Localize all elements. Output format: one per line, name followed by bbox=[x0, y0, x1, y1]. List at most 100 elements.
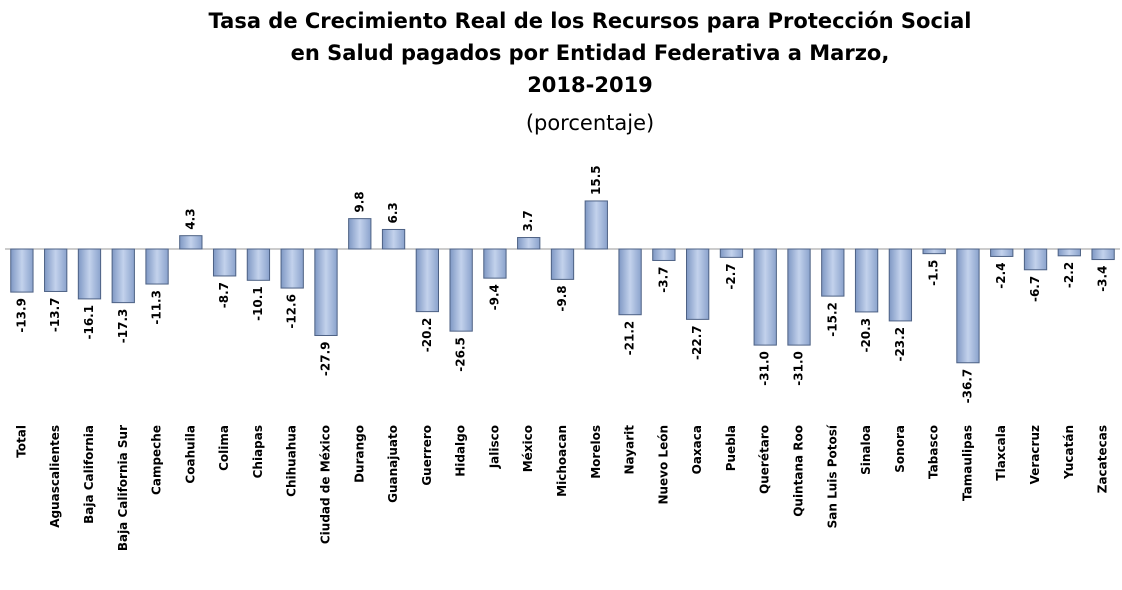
bar bbox=[652, 248, 676, 261]
x-tick-label: Nuevo León bbox=[656, 425, 670, 505]
bar bbox=[314, 248, 338, 336]
value-label: 9.8 bbox=[352, 191, 366, 212]
bar bbox=[415, 248, 439, 313]
bar bbox=[821, 248, 845, 297]
bar bbox=[922, 248, 946, 255]
x-tick-label: Guanajuato bbox=[386, 425, 400, 503]
bar bbox=[550, 248, 575, 280]
bar bbox=[719, 248, 744, 258]
bar bbox=[44, 248, 68, 292]
value-label: -27.9 bbox=[318, 341, 332, 376]
x-tick-label: Coahuila bbox=[183, 425, 197, 484]
value-label: -6.7 bbox=[1028, 276, 1042, 302]
x-tick-label: Hidalgo bbox=[454, 425, 468, 477]
x-tick-label: México bbox=[521, 425, 535, 472]
value-label: -20.2 bbox=[420, 318, 434, 353]
value-label: -15.2 bbox=[825, 302, 839, 337]
value-label: -9.8 bbox=[555, 285, 569, 311]
chart-title: en Salud pagados por Entidad Federativa … bbox=[291, 41, 890, 65]
value-label: -13.9 bbox=[14, 298, 28, 333]
value-label: -16.1 bbox=[82, 305, 96, 340]
chart-title: Tasa de Crecimiento Real de los Recursos… bbox=[209, 9, 972, 33]
x-tick-label: Quintana Roo bbox=[792, 425, 806, 517]
bar bbox=[246, 248, 271, 281]
bar bbox=[179, 235, 203, 250]
value-label: -31.0 bbox=[758, 351, 772, 386]
x-tick-label: Oaxaca bbox=[690, 425, 704, 474]
x-tick-label: Baja California bbox=[82, 425, 96, 524]
x-tick-label: Tlaxcala bbox=[994, 425, 1008, 481]
value-label: 6.3 bbox=[386, 202, 400, 223]
bar bbox=[145, 248, 169, 285]
x-tick-label: Jalisco bbox=[487, 425, 501, 469]
value-label: -17.3 bbox=[116, 309, 130, 344]
bar bbox=[584, 200, 608, 250]
value-label: -2.2 bbox=[1062, 262, 1076, 288]
x-tick-label: Campeche bbox=[150, 425, 164, 495]
bar bbox=[111, 248, 135, 304]
value-label: -1.5 bbox=[927, 260, 941, 286]
bar bbox=[449, 248, 473, 332]
x-tick-label: Querétaro bbox=[758, 425, 772, 494]
bar bbox=[753, 248, 777, 346]
value-label: -13.7 bbox=[48, 297, 62, 332]
chart-subtitle: (porcentaje) bbox=[526, 111, 654, 135]
value-label: -21.2 bbox=[623, 321, 637, 356]
value-label: -22.7 bbox=[690, 325, 704, 360]
x-tick-label: Michoacan bbox=[555, 425, 569, 497]
bar bbox=[517, 237, 541, 250]
x-tick-label: Yucatán bbox=[1062, 425, 1076, 480]
bar bbox=[1091, 248, 1115, 261]
value-label: -20.3 bbox=[859, 318, 873, 353]
bar bbox=[77, 248, 102, 300]
x-tick-label: Guerrero bbox=[420, 425, 434, 486]
x-tick-label: Veracruz bbox=[1028, 425, 1042, 484]
value-label: -9.4 bbox=[487, 284, 501, 310]
value-label: -8.7 bbox=[217, 282, 231, 308]
x-tick-label: San Luis Potosí bbox=[825, 424, 839, 528]
value-label: 15.5 bbox=[589, 165, 603, 195]
x-tick-label: Tamaulipas bbox=[960, 425, 974, 501]
value-label: -31.0 bbox=[792, 351, 806, 386]
bar bbox=[686, 248, 710, 320]
x-tick-label: Baja California Sur bbox=[116, 425, 130, 551]
bar bbox=[618, 248, 642, 316]
x-tick-label: Tabasco bbox=[927, 425, 941, 479]
x-tick-label: Puebla bbox=[724, 425, 738, 471]
bar bbox=[280, 248, 304, 289]
x-tick-label: Colima bbox=[217, 425, 231, 471]
x-tick-label: Morelos bbox=[589, 425, 603, 479]
bar bbox=[956, 248, 980, 364]
value-label: -11.3 bbox=[150, 290, 164, 325]
value-label: -3.4 bbox=[1096, 266, 1110, 292]
x-tick-label: Durango bbox=[352, 425, 366, 483]
x-tick-label: Chihuahua bbox=[285, 425, 299, 497]
value-label: -36.7 bbox=[960, 369, 974, 404]
value-label: 3.7 bbox=[521, 210, 535, 231]
bar bbox=[854, 248, 879, 313]
x-tick-label: Sinaloa bbox=[859, 425, 873, 475]
value-label: -10.1 bbox=[251, 286, 265, 321]
x-tick-label: Nayarit bbox=[623, 425, 637, 475]
x-tick-label: Sonora bbox=[893, 425, 907, 473]
bar bbox=[381, 228, 406, 250]
bar bbox=[787, 248, 811, 346]
value-label: -2.7 bbox=[724, 263, 738, 289]
bar bbox=[990, 248, 1014, 257]
value-label: -26.5 bbox=[454, 337, 468, 372]
bar bbox=[483, 248, 507, 279]
bar bbox=[348, 218, 372, 250]
x-tick-label: Zacatecas bbox=[1096, 425, 1110, 493]
bar bbox=[1057, 248, 1081, 257]
value-label: -3.7 bbox=[656, 266, 670, 292]
value-label: -2.4 bbox=[994, 262, 1008, 288]
x-tick-label: Total bbox=[14, 425, 28, 458]
x-tick-label: Ciudad de México bbox=[318, 425, 332, 544]
bar bbox=[888, 248, 913, 322]
value-label: -12.6 bbox=[285, 294, 299, 329]
x-tick-label: Chiapas bbox=[251, 425, 265, 478]
value-label: -23.2 bbox=[893, 327, 907, 362]
value-label: 4.3 bbox=[183, 208, 197, 229]
bar bbox=[1023, 248, 1048, 271]
